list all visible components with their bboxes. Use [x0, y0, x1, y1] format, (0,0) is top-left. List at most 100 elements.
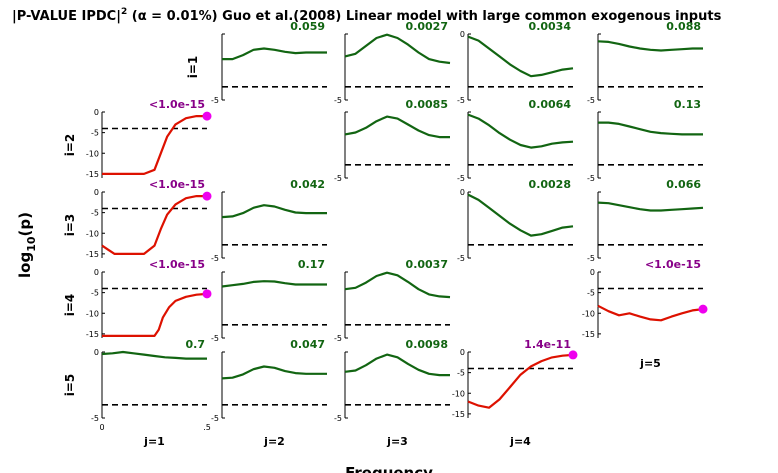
column-label-j4: j=4 [509, 435, 531, 448]
y-tick-label: -15 [86, 250, 99, 259]
pvalue-label: 0.0028 [529, 178, 571, 191]
pdc-pvalue-curve [467, 113, 574, 149]
y-tick-label: -5 [211, 254, 219, 263]
pdc-pvalue-curve [101, 195, 207, 255]
y-tick-label: 0 [94, 348, 99, 357]
pvalue-label: 0.7 [186, 338, 206, 351]
pdc-pvalue-curve [344, 115, 450, 139]
y-tick-label: -5 [587, 96, 595, 105]
pvalue-label: <1.0e-15 [149, 98, 205, 111]
subplot-i5-j2: -5 0.047 [211, 338, 327, 423]
y-tick-label: -10 [86, 149, 99, 158]
pvalue-label: 0.0037 [406, 258, 448, 271]
y-tick-label: 0 [460, 30, 465, 39]
subplot-i1-j5: -5 0.088 [587, 20, 703, 105]
y-tick-label: -10 [86, 309, 99, 318]
subplot-i3-j1: 0 -5 -10 -15 <1.0e-15 [86, 178, 212, 259]
row-label-i5: i=5 [63, 374, 77, 397]
subplot-i5-j4: 0 -5 -10 -15 1.4e-11 [452, 338, 578, 419]
significance-marker [698, 304, 708, 314]
y-tick-label: 0 [94, 108, 99, 117]
y-tick-label: -10 [582, 309, 595, 318]
subplot-i2-j5: -5 0.13 [587, 98, 703, 183]
pdc-pvalue-curve [344, 353, 450, 377]
y-tick-label: -5 [587, 254, 595, 263]
pvalue-label: <1.0e-15 [149, 258, 205, 271]
subplot-i4-j2: -5 0.17 [211, 258, 327, 343]
pdc-pvalue-curve [221, 204, 327, 219]
y-tick-label: -5 [91, 129, 99, 138]
pvalue-label: 0.088 [666, 20, 701, 33]
pdc-pvalue-curve [221, 365, 327, 380]
y-tick-label: -10 [86, 229, 99, 238]
pdc-pvalue-curve [102, 292, 208, 337]
subplot-i3-j5: -5 0.066 [587, 178, 704, 263]
y-tick-label: -5 [587, 174, 595, 183]
subplot-i2-j1: 0 -5 -10 -15 <1.0e-15 [86, 98, 212, 179]
x-tick-label: 0 [99, 423, 104, 432]
pvalue-label: 0.047 [290, 338, 325, 351]
pvalue-label: 0.17 [298, 258, 325, 271]
y-tick-label: -5 [211, 414, 219, 423]
subplot-i3-j2: -5 0.042 [211, 178, 327, 263]
y-tick-label: -5 [587, 289, 595, 298]
pdc-pvalue-curve [101, 350, 207, 360]
subplot-i2-j4: -5 0.0064 [457, 98, 574, 183]
y-tick-label: -5 [334, 414, 342, 423]
x-tick-label: .5 [203, 423, 211, 432]
y-tick-label: -15 [86, 330, 99, 339]
row-label-i2: i=2 [63, 134, 77, 157]
subplot-grid: -50.059-50.00270-50.0034-50.0880-5-10-15… [86, 20, 708, 432]
row-label-i4: i=4 [63, 294, 77, 317]
pdc-pvalue-curve [467, 193, 574, 237]
subplot-i3-j4: 0 -5 0.0028 [457, 178, 574, 263]
column-label-j5: j=5 [639, 357, 661, 370]
row-label-i1: i=1 [186, 56, 200, 79]
subplot-i4-j1: 0 -5 -10 -15 <1.0e-15 [86, 258, 212, 339]
pdc-pvalue-curve [467, 35, 574, 78]
pdc-pvalue-curve [597, 201, 704, 212]
pvalue-label: 0.0098 [406, 338, 448, 351]
column-labels: j=1 j=2 j=3 j=4 j=5 [143, 357, 661, 448]
pdc-pvalue-curve [598, 121, 703, 136]
pdc-pvalue-curve [222, 47, 327, 61]
subplot-i1-j3: -5 0.0027 [334, 20, 451, 105]
figure-title: |P-VALUE IPDC|2 (α = 0.01%) Guo et al.(2… [12, 7, 722, 24]
row-label-i3: i=3 [63, 214, 77, 237]
subplot-i5-j3: -5 0.0098 [334, 338, 450, 423]
subplot-i5-j1: 0 -5 0.7 [91, 338, 207, 423]
y-tick-label: -5 [211, 96, 219, 105]
y-tick-label: -10 [452, 389, 465, 398]
pdc-pvalue-curve [102, 114, 207, 175]
y-tick-label: 0 [590, 268, 595, 277]
pdc-pvalue-curve [467, 353, 574, 409]
subplot-i2-j3: -5 0.0085 [334, 98, 450, 183]
pvalue-label: 1.4e-11 [524, 338, 571, 351]
significance-marker [202, 111, 212, 121]
pvalue-label: <1.0e-15 [645, 258, 701, 271]
y-tick-label: -5 [91, 414, 99, 423]
y-tick-label: -5 [457, 174, 465, 183]
pvalue-label: 0.066 [666, 178, 701, 191]
y-tick-label: 0 [460, 348, 465, 357]
pvalue-label: 0.042 [290, 178, 325, 191]
pvalue-label: 0.0034 [529, 20, 572, 33]
y-tick-label: -5 [457, 96, 465, 105]
significance-marker [202, 289, 212, 299]
y-tick-label: -5 [457, 254, 465, 263]
subplot-i1-j2: -5 0.059 [211, 20, 327, 105]
pvalue-label: 0.059 [290, 20, 325, 33]
pvalue-label: 0.13 [674, 98, 701, 111]
y-tick-label: -5 [334, 174, 342, 183]
column-label-j3: j=3 [386, 435, 408, 448]
y-tick-label: -5 [211, 334, 219, 343]
y-tick-label: -15 [582, 330, 595, 339]
y-tick-label: 0 [94, 268, 99, 277]
pdc-pvalue-curve [597, 40, 703, 52]
subplot-i4-j5: 0 -5 -10 -15 <1.0e-15 [582, 258, 708, 339]
column-label-j2: j=2 [263, 435, 285, 448]
y-tick-label: -5 [334, 96, 342, 105]
pdc-pvalue-curve [597, 304, 704, 322]
y-tick-label: -5 [91, 289, 99, 298]
